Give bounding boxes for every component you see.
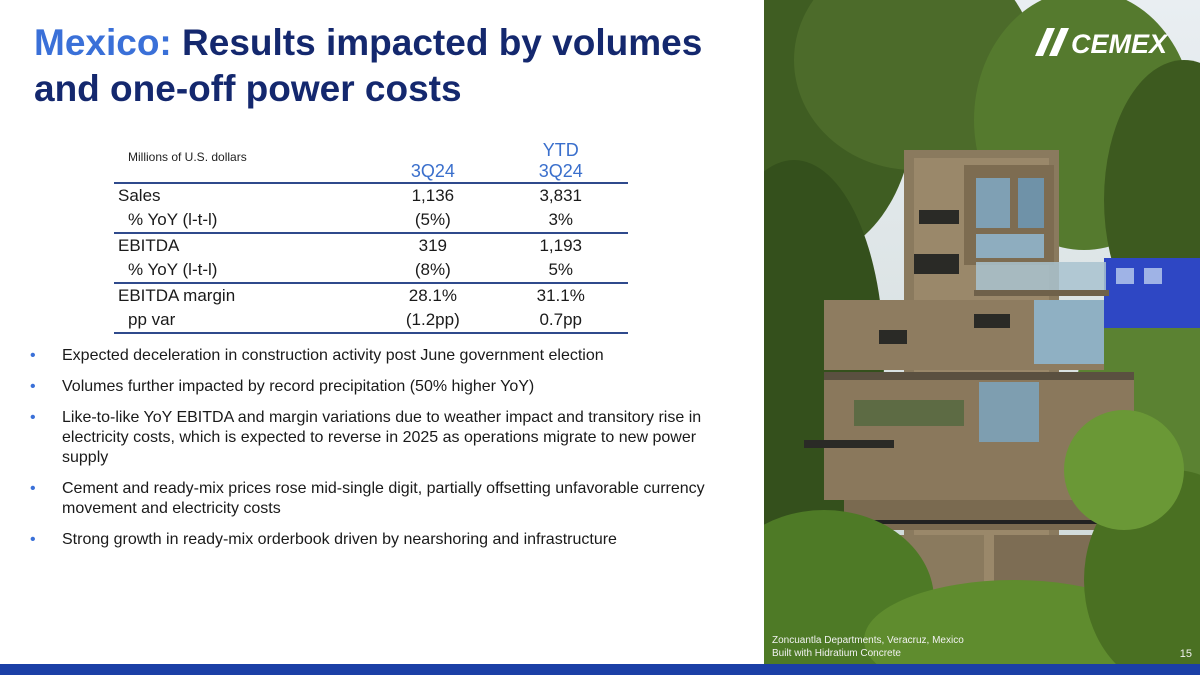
bullet-text: Volumes further impacted by record preci… <box>62 378 535 395</box>
table-row: % YoY (l-t-l) (8%) 5% <box>114 258 628 284</box>
column-header-3q24: 3Q24 <box>372 118 494 184</box>
table-row: pp var (1.2pp) 0.7pp <box>114 308 628 334</box>
row-value-ytd: 5% <box>493 258 628 284</box>
financial-table: Millions of U.S. dollars 3Q24 YTD 3Q24 Sa… <box>114 118 628 334</box>
building-illustration <box>764 0 1200 664</box>
bullet-icon: • <box>30 378 36 395</box>
row-label: Sales <box>118 186 161 205</box>
cemex-logo: CEMEX <box>1033 24 1183 60</box>
row-label: EBITDA margin <box>118 286 236 305</box>
bullet-item: • Like-to-like YoY EBITDA and margin vari… <box>30 408 730 468</box>
bullet-item: • Strong growth in ready-mix orderbook dr… <box>30 530 730 550</box>
bullet-item: • Volumes further impacted by record prec… <box>30 377 730 397</box>
row-value-3q24: 28.1% <box>408 286 457 305</box>
table-row: Sales 1,136 3,831 <box>114 183 628 208</box>
row-label: EBITDA <box>118 236 180 255</box>
bullet-item: • Cement and ready-mix prices rose mid-si… <box>30 479 730 519</box>
row-value-ytd: 0.7pp <box>493 308 628 334</box>
row-value-ytd: 3% <box>493 208 628 234</box>
title-text: Results impacted by volumes and one-off … <box>34 22 703 109</box>
bullet-icon: • <box>30 480 36 497</box>
bullet-text: Expected deceleration in construction ac… <box>62 347 604 364</box>
row-value-3q24: (8%) <box>372 258 494 284</box>
units-label: Millions of U.S. dollars <box>114 118 373 184</box>
bullet-icon: • <box>30 531 36 548</box>
bullet-list: • Expected deceleration in construction a… <box>30 346 730 561</box>
photo-caption: Zoncuantla Departments, Veracruz, Mexico… <box>772 634 964 660</box>
logo-text: CEMEX <box>1071 29 1169 59</box>
bottom-accent-bar <box>0 664 1200 675</box>
row-value-3q24: 1,136 <box>411 186 455 205</box>
title-accent: Mexico: <box>34 22 172 63</box>
column-header-ytd-period: 3Q24 <box>538 161 583 181</box>
row-value-ytd: 1,193 <box>539 236 582 255</box>
bullet-icon: • <box>30 347 36 364</box>
row-label: pp var <box>114 308 373 334</box>
bullet-text: Like-to-like YoY EBITDA and margin varia… <box>62 409 702 466</box>
page-number: 15 <box>1179 648 1192 660</box>
row-value-3q24: (5%) <box>372 208 494 234</box>
column-header-ytd-top: YTD <box>542 140 579 160</box>
table-row: EBITDA margin 28.1% 31.1% <box>114 283 628 308</box>
table-header-row: Millions of U.S. dollars 3Q24 YTD 3Q24 <box>114 118 628 184</box>
slide-title: Mexico: Results impacted by volumes and … <box>34 20 754 112</box>
building-photo <box>764 0 1200 664</box>
caption-line-2: Built with Hidratium Concrete <box>772 648 901 659</box>
table-row: % YoY (l-t-l) (5%) 3% <box>114 208 628 234</box>
bullet-item: • Expected deceleration in construction a… <box>30 346 730 366</box>
row-label: % YoY (l-t-l) <box>114 258 373 284</box>
row-value-3q24: (1.2pp) <box>372 308 494 334</box>
table-row: EBITDA 319 1,193 <box>114 233 628 258</box>
bullet-text: Cement and ready-mix prices rose mid-sin… <box>62 480 705 517</box>
column-header-ytd: YTD 3Q24 <box>493 118 628 184</box>
cemex-logo-mark: CEMEX <box>1035 28 1169 59</box>
caption-line-1: Zoncuantla Departments, Veracruz, Mexico <box>772 635 964 646</box>
bullet-icon: • <box>30 409 36 426</box>
bullet-text: Strong growth in ready-mix orderbook dri… <box>62 531 617 548</box>
row-value-ytd: 31.1% <box>536 286 585 305</box>
row-label: % YoY (l-t-l) <box>114 208 373 234</box>
row-value-ytd: 3,831 <box>539 186 582 205</box>
row-value-3q24: 319 <box>418 236 448 255</box>
